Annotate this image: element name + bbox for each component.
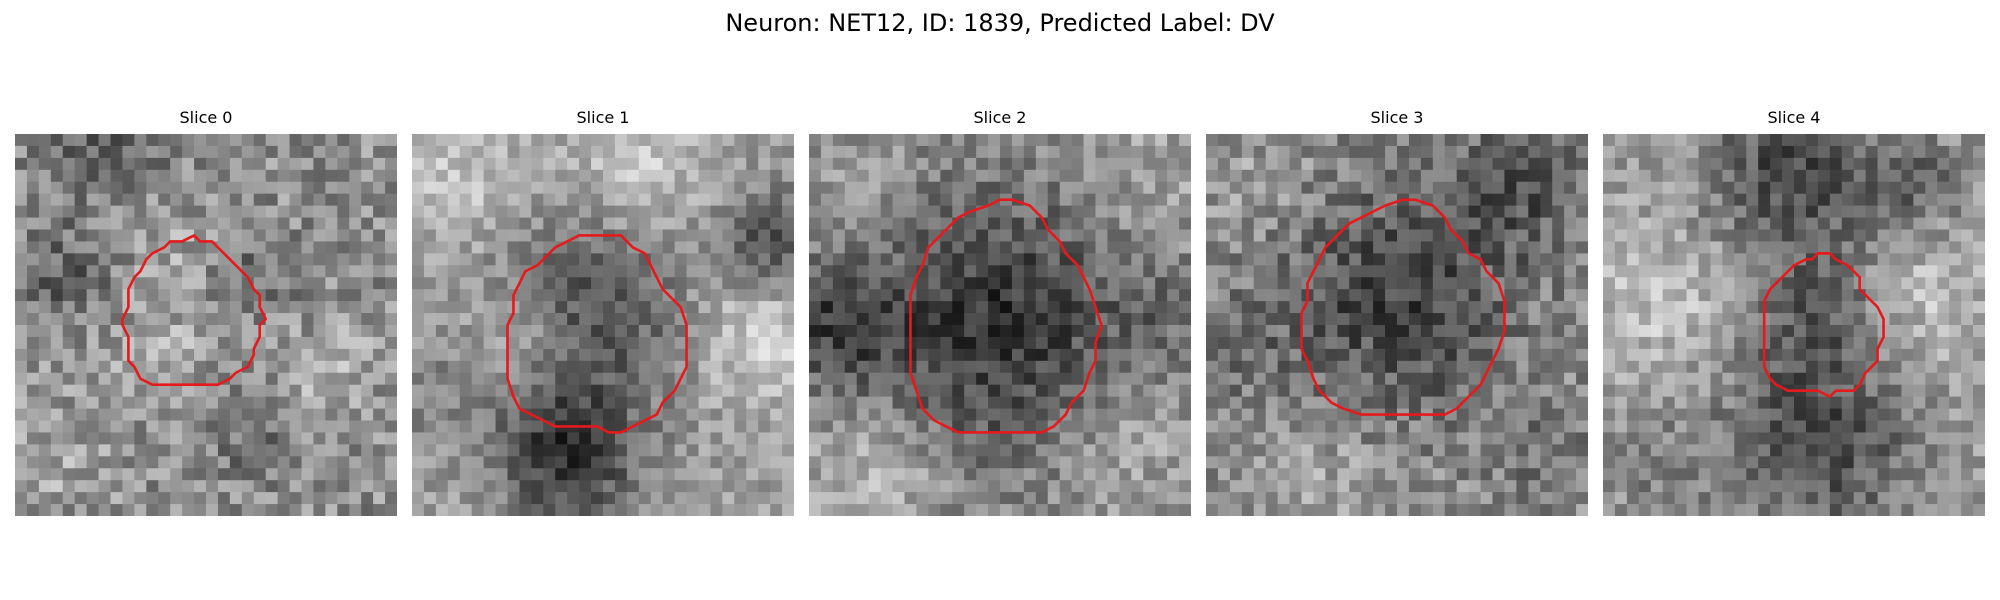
pixel-grid: [1206, 134, 1588, 516]
slice-image-1: [412, 134, 794, 516]
figure-title: Neuron: NET12, ID: 1839, Predicted Label…: [725, 9, 1275, 37]
pixel-grid: [412, 134, 794, 516]
slice-title-3: Slice 3: [1370, 108, 1424, 127]
slice-image-2: [809, 134, 1191, 516]
slice-panel-4: Slice 4: [1603, 108, 1985, 520]
slice-image-0: [15, 134, 397, 516]
cell-contour: [1762, 252, 1885, 398]
slice-title-0: Slice 0: [179, 108, 233, 127]
cell-contour: [121, 234, 268, 387]
slice-image-3: [1206, 134, 1588, 516]
slice-panel-3: Slice 3: [1206, 108, 1588, 520]
slice-title-1: Slice 1: [576, 108, 630, 127]
pixel-grid: [809, 134, 1191, 516]
slice-panel-1: Slice 1: [412, 108, 794, 520]
slice-title-2: Slice 2: [973, 108, 1027, 127]
pixel-grid: [1603, 134, 1985, 516]
pixel-grid: [15, 134, 397, 516]
slice-image-4: [1603, 134, 1985, 516]
cell-contour: [506, 234, 688, 434]
slice-title-4: Slice 4: [1767, 108, 1821, 127]
cell-contour: [1300, 198, 1506, 416]
slice-panel-0: Slice 0: [15, 108, 397, 520]
slice-panel-2: Slice 2: [809, 108, 1191, 520]
cell-contour: [909, 198, 1103, 434]
